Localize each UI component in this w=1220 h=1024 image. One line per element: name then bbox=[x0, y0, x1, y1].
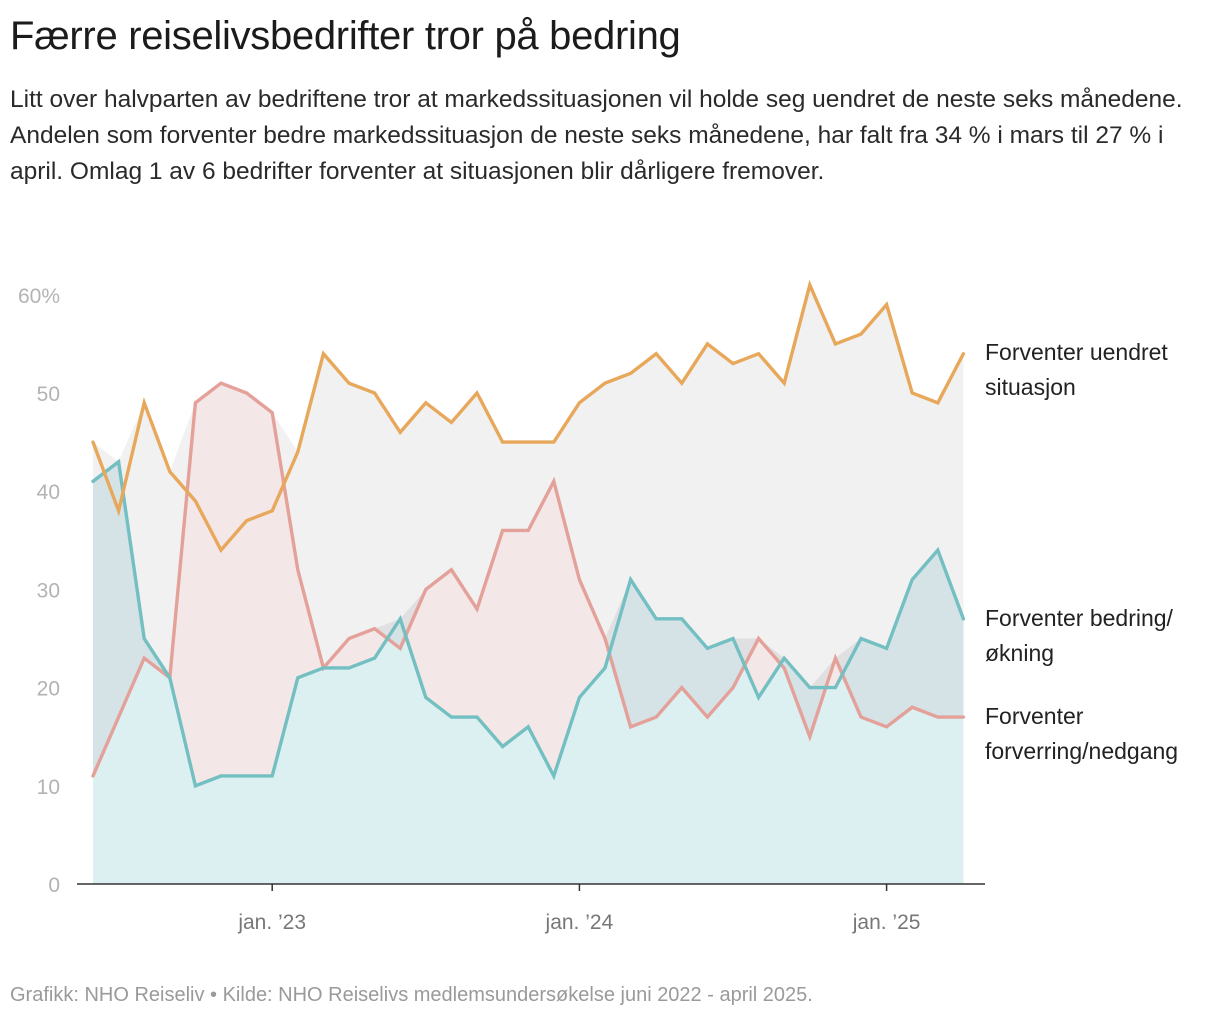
series-labels: Forventer uendret situasjon Forventer bedr… bbox=[985, 339, 1178, 764]
x-tick-label: jan. ’23 bbox=[237, 911, 306, 934]
chart-title: Færre reiselivsbedrifter tror på bedring bbox=[10, 14, 681, 58]
legend-line: forverring/nedgang bbox=[985, 738, 1178, 764]
chart-subtitle: Litt over halvparten av bedriftene tror … bbox=[10, 86, 1183, 185]
label-uendret: Forventer uendret situasjon bbox=[985, 339, 1168, 400]
legend-line: Forventer bbox=[985, 703, 1084, 729]
legend-line: Forventer bedring/ bbox=[985, 605, 1174, 631]
source-note: Grafikk: NHO Reiseliv • Kilde: NHO Reise… bbox=[10, 984, 813, 1006]
axes: 0 10 20 30 40 50 60% jan. ’23 jan. ’24 jan. ’25 bbox=[18, 285, 985, 934]
legend-line: økning bbox=[985, 640, 1054, 666]
x-tick-label: jan. ’25 bbox=[852, 911, 921, 934]
area-fills bbox=[93, 284, 964, 885]
series-line-forverring bbox=[91, 381, 966, 778]
y-tick-label: 60% bbox=[18, 285, 60, 308]
legend-line: Forventer uendret bbox=[985, 339, 1168, 365]
label-forverring: Forventer forverring/nedgang bbox=[985, 703, 1178, 764]
y-tick-label: 50 bbox=[37, 383, 60, 406]
series-line-uendret bbox=[91, 279, 966, 554]
series-lines bbox=[91, 279, 966, 789]
x-tick-label: jan. ’24 bbox=[545, 911, 614, 934]
y-tick-label: 0 bbox=[48, 874, 60, 897]
y-tick-label: 20 bbox=[37, 678, 60, 701]
legend-line: situasjon bbox=[985, 374, 1076, 400]
y-tick-label: 40 bbox=[37, 481, 60, 504]
y-tick-label: 30 bbox=[37, 579, 60, 602]
y-tick-label: 10 bbox=[37, 776, 60, 799]
series-line-bedring bbox=[91, 458, 966, 789]
label-bedring: Forventer bedring/økning bbox=[985, 605, 1174, 666]
area-bedring bbox=[93, 461, 964, 884]
